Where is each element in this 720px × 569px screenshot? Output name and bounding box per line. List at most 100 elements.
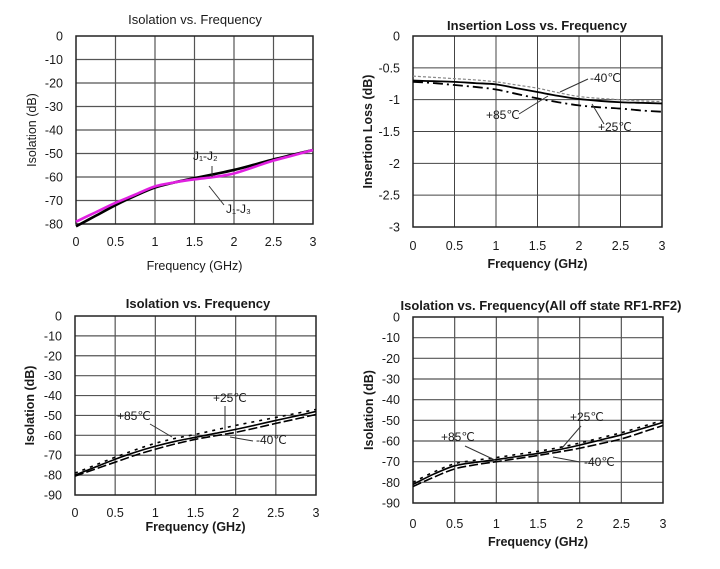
series-line-25 <box>74 410 317 476</box>
y-tick-label: -10 <box>45 53 63 67</box>
series-annotation-label: +25℃ <box>598 120 632 134</box>
x-axis-label: Frequency (GHz) <box>488 535 588 549</box>
annotation-leader-line <box>552 456 581 463</box>
x-tick-label: 2.5 <box>267 506 284 520</box>
annotation-leader-line <box>518 95 549 115</box>
plot-frame <box>74 315 317 496</box>
x-axis-label: Frequency (GHz) <box>147 259 243 273</box>
series-annotation-label: -40℃ <box>590 71 621 85</box>
y-tick-label: 0 <box>393 311 400 325</box>
y-tick-label: 0 <box>55 310 62 324</box>
x-tick-label: 1 <box>152 235 159 249</box>
x-tick-label: 2.5 <box>265 235 282 249</box>
x-tick-label: 2 <box>232 506 239 520</box>
y-tick-label: -40 <box>45 124 63 138</box>
y-tick-label: -60 <box>45 171 63 185</box>
y-axis-label: Isolation (dB) <box>362 370 376 450</box>
annotation-leader-line <box>591 103 605 125</box>
plot-frame <box>75 35 314 225</box>
y-axis-label: Isolation (dB) <box>23 366 37 446</box>
y-tick-label: -0.5 <box>378 61 400 75</box>
series-annotation-label: J₁-J₃ <box>226 202 251 216</box>
y-tick-label: -20 <box>44 349 62 363</box>
annotation-leader-line <box>229 436 254 442</box>
annotation-leader-line <box>559 78 589 93</box>
plot-frame <box>412 35 663 228</box>
x-tick-label: 1 <box>152 506 159 520</box>
x-tick-label: 3 <box>310 235 317 249</box>
y-tick-label: -90 <box>382 497 400 511</box>
y-tick-label: -20 <box>382 352 400 366</box>
y-tick-label: 0 <box>393 30 400 44</box>
y-tick-label: -1.5 <box>378 125 400 139</box>
x-axis-label: Frequency (GHz) <box>487 257 587 271</box>
y-tick-label: -80 <box>382 476 400 490</box>
x-tick-label: 0 <box>72 506 79 520</box>
series-line-85 <box>412 80 663 113</box>
series-annotation-label: +85℃ <box>441 430 475 444</box>
series-annotation-label: J₁-J₂ <box>193 149 218 163</box>
y-tick-label: -60 <box>44 429 62 443</box>
x-tick-label: 0 <box>410 239 417 253</box>
x-tick-label: 0.5 <box>107 235 124 249</box>
y-tick-label: -30 <box>44 369 62 383</box>
x-tick-label: 0.5 <box>106 506 123 520</box>
y-tick-label: -80 <box>44 469 62 483</box>
y-tick-label: -1 <box>389 93 400 107</box>
y-tick-label: -60 <box>382 435 400 449</box>
series-line-25 <box>412 79 663 105</box>
y-tick-label: -80 <box>45 218 63 232</box>
y-tick-label: -10 <box>44 329 62 343</box>
y-tick-label: -3 <box>389 221 400 235</box>
y-tick-label: -30 <box>45 100 63 114</box>
chart-2: Insertion Loss vs. Frequency 0 0.5 1 1.5 2 2.5… <box>361 18 666 271</box>
chart-title: Isolation vs. Frequency(All off state RF… <box>401 298 682 313</box>
series-annotation-label: -40℃ <box>584 455 615 469</box>
y-axis-label: Isolation (dB) <box>25 93 39 167</box>
x-tick-label: 0 <box>410 517 417 531</box>
x-tick-label: 2 <box>576 239 583 253</box>
x-tick-label: 1 <box>493 239 500 253</box>
chart-4: Isolation vs. Frequency(All off state RF… <box>362 298 682 549</box>
y-tick-label: -2 <box>389 157 400 171</box>
x-tick-label: 3 <box>660 517 667 531</box>
y-tick-label: -50 <box>45 147 63 161</box>
x-axis-label: Frequency (GHz) <box>145 520 245 534</box>
y-tick-label: -10 <box>382 331 400 345</box>
annotation-leader-line <box>464 445 498 462</box>
annotation-leader-line <box>149 423 173 438</box>
x-tick-label: 1.5 <box>529 239 546 253</box>
y-tick-label: -90 <box>44 489 62 503</box>
series-line-85 <box>74 408 317 474</box>
chart-title: Isolation vs. Frequency <box>126 296 271 311</box>
y-tick-label: -40 <box>382 393 400 407</box>
y-tick-label: -50 <box>382 414 400 428</box>
series-annotation-label: +25℃ <box>213 391 247 405</box>
x-tick-label: 1.5 <box>187 506 204 520</box>
chart-1: Isolation vs. Frequency 0 0.5 1 1.5 2 2.5 3 0 -10… <box>25 12 317 273</box>
chart-title: Insertion Loss vs. Frequency <box>447 18 628 33</box>
y-tick-label: -30 <box>382 373 400 387</box>
x-tick-label: 0.5 <box>446 517 463 531</box>
y-tick-label: -70 <box>45 194 63 208</box>
plot-frame <box>412 316 664 504</box>
chart-3: Isolation vs. Frequency 0 0.5 1 1.5 2 2.5 3 0 -10… <box>23 296 320 534</box>
series-line-j1j3 <box>75 148 314 223</box>
series-line-25 <box>412 421 664 486</box>
y-tick-label: -20 <box>45 77 63 91</box>
x-tick-label: 1 <box>493 517 500 531</box>
y-tick-label: -50 <box>44 409 62 423</box>
y-tick-label: -2.5 <box>378 189 400 203</box>
x-tick-label: 0 <box>73 235 80 249</box>
x-tick-label: 2 <box>576 517 583 531</box>
series-line-40 <box>74 413 317 477</box>
y-tick-label: 0 <box>56 30 63 44</box>
x-tick-label: 1.5 <box>186 235 203 249</box>
x-tick-label: 2 <box>231 235 238 249</box>
series-annotation-label: -40℃ <box>256 433 287 447</box>
annotation-leader-line <box>208 185 225 206</box>
y-axis-label: Insertion Loss (dB) <box>361 75 375 189</box>
y-tick-label: -70 <box>44 449 62 463</box>
chart-title: Isolation vs. Frequency <box>128 12 262 27</box>
